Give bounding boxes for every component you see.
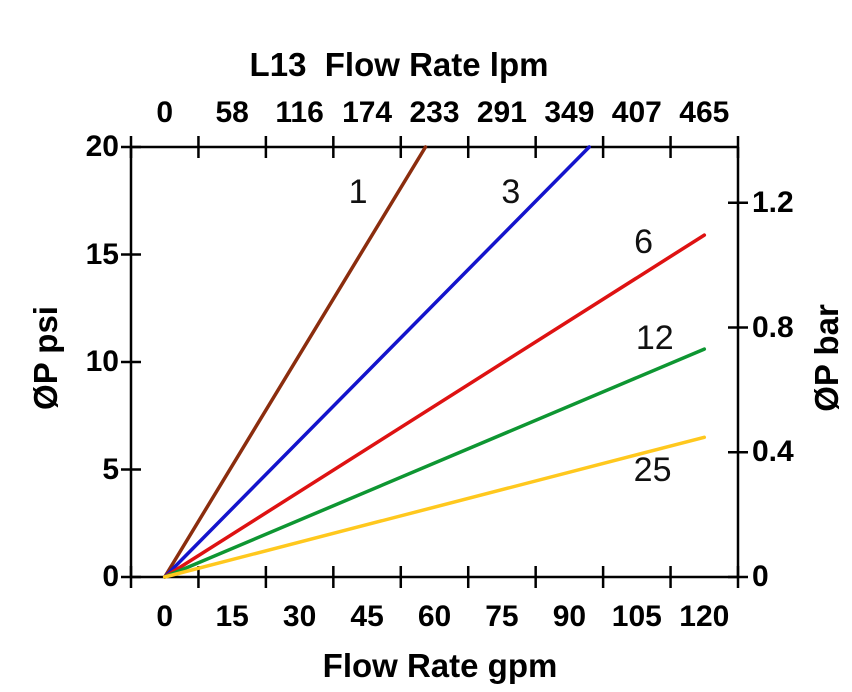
series-label-3: 3 [501,173,521,212]
bottom-axis-title: Flow Rate gpm [322,647,558,684]
bottom-axis-tick-label: 15 [215,600,249,633]
series-label-1: 1 [348,173,368,212]
right-axis-tick-label: 0.4 [752,435,794,469]
bottom-axis-tick-label: 0 [156,600,174,633]
top-axis-tick-label: 349 [544,96,595,129]
top-axis-tick-label: 291 [476,96,527,129]
top-axis-tick-label: 58 [215,96,249,129]
right-axis-tick-label: 0.8 [752,310,794,344]
series-label-6: 6 [634,222,654,261]
bottom-axis-tick-label: 60 [417,600,452,633]
chart-title: L13 Flow Rate lpm [249,46,549,83]
bottom-axis-tick-label: 105 [611,600,662,633]
series-line-3 [162,145,591,579]
bottom-axis-tick-label: 30 [282,600,317,633]
series-line-1 [162,145,428,579]
series-label-25: 25 [633,450,672,489]
left-axis-tick-label: 10 [85,345,119,378]
top-axis-tick-label: 0 [156,96,174,129]
series-line-6 [162,233,707,579]
series-line-12 [162,347,707,579]
top-axis-tick-label: 465 [679,96,730,129]
left-axis-tick-label: 0 [102,560,119,593]
bottom-axis-tick-label: 120 [679,600,730,633]
top-axis-tick-label: 174 [342,96,393,129]
bottom-axis-tick-label: 75 [485,600,519,633]
top-axis-tick-label: 407 [611,96,662,129]
left-axis-tick-label: 20 [85,130,119,163]
left-axis-tick-label: 15 [85,237,119,271]
bottom-axis-tick-label: 45 [350,600,384,633]
series-line-25 [162,435,707,579]
top-axis-tick-label: 116 [275,96,324,129]
series-label-12: 12 [635,319,674,358]
right-axis-tick-label: 0 [752,560,769,593]
top-axis-tick-label: 233 [409,96,460,129]
left-axis-tick-label: 5 [102,452,119,486]
bottom-axis-tick-label: 90 [552,600,587,633]
right-axis-tick-label: 1.2 [752,185,794,219]
